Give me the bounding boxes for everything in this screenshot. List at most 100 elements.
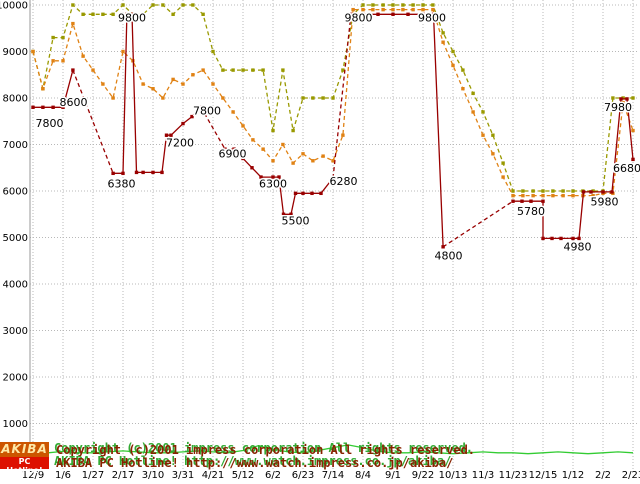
lowest-price-marker bbox=[431, 12, 436, 16]
data-point-label: 9800 bbox=[418, 12, 446, 25]
average-price-marker bbox=[211, 82, 215, 86]
highest-price-marker bbox=[551, 189, 555, 193]
average-price-marker bbox=[51, 59, 55, 63]
average-price-marker bbox=[501, 175, 505, 179]
average-price-marker bbox=[101, 82, 105, 86]
lowest-price-marker bbox=[571, 236, 575, 241]
data-point-label: 9800 bbox=[118, 12, 146, 25]
site-url-text[interactable]: AKIBA PC Hotline! http://www.watch.impre… bbox=[56, 456, 454, 470]
lowest-price-marker bbox=[190, 114, 194, 119]
lowest-price-line bbox=[332, 14, 352, 179]
highest-price-marker bbox=[441, 31, 445, 35]
average-price-marker bbox=[71, 21, 75, 26]
average-price-marker bbox=[471, 110, 475, 114]
y-axis-tick-label: 9000 bbox=[3, 47, 28, 58]
lowest-price-marker bbox=[151, 170, 155, 175]
lowest-price-marker bbox=[529, 199, 533, 203]
highest-price-marker bbox=[541, 189, 545, 193]
highest-price-marker bbox=[181, 3, 185, 7]
lowest-price-marker bbox=[589, 190, 593, 194]
lowest-price-marker bbox=[199, 105, 203, 109]
lowest-price-marker bbox=[520, 199, 524, 203]
data-point-label: 7200 bbox=[166, 137, 194, 150]
highest-price-marker bbox=[271, 128, 275, 133]
lowest-price-marker bbox=[331, 176, 335, 180]
average-price-marker bbox=[381, 7, 385, 12]
site-url-text-shadow: AKIBA PC Hotline! http://www.watch.impre… bbox=[54, 454, 452, 468]
data-point-label: 4800 bbox=[435, 250, 463, 263]
x-axis-tick-label: 10/13 bbox=[439, 470, 468, 480]
average-price-marker bbox=[321, 154, 325, 158]
highest-price-marker bbox=[311, 96, 315, 100]
average-price-marker bbox=[281, 142, 285, 147]
average-price-marker bbox=[311, 159, 315, 163]
average-price-marker bbox=[421, 7, 425, 12]
lowest-price-marker bbox=[406, 12, 410, 16]
x-axis-tick-label: 11/3 bbox=[472, 470, 494, 480]
x-axis-tick-label: 8/4 bbox=[355, 470, 371, 480]
highest-price-marker bbox=[501, 161, 505, 165]
average-price-marker bbox=[91, 68, 95, 72]
lowest-price-marker bbox=[111, 171, 115, 176]
highest-price-marker bbox=[371, 3, 375, 7]
lowest-price-marker bbox=[310, 191, 314, 196]
akiba-pc-hotline-logo[interactable]: AKIBA PC Hotline! bbox=[0, 442, 49, 475]
average-price-marker bbox=[461, 87, 465, 91]
x-axis-tick-label: 1/12 bbox=[562, 470, 584, 480]
lowest-price-marker bbox=[610, 190, 614, 194]
lowest-price-marker bbox=[223, 147, 227, 151]
highest-price-marker bbox=[411, 3, 415, 7]
lowest-price-marker bbox=[71, 68, 75, 72]
highest-price-marker bbox=[421, 3, 425, 7]
lowest-price-marker bbox=[277, 175, 281, 179]
x-axis-tick-label: 5/12 bbox=[232, 470, 254, 480]
y-axis-tick-label: 5000 bbox=[3, 233, 28, 244]
average-price-marker bbox=[351, 7, 355, 12]
highest-price-marker bbox=[451, 49, 455, 54]
lowest-price-marker bbox=[577, 236, 581, 241]
average-price-marker bbox=[221, 96, 225, 100]
lowest-price-marker bbox=[511, 199, 515, 203]
lowest-price-marker bbox=[134, 170, 139, 175]
average-price-marker bbox=[451, 63, 455, 68]
lowest-price-marker bbox=[160, 170, 164, 175]
lowest-price-marker bbox=[349, 12, 353, 16]
lowest-price-line bbox=[72, 69, 114, 174]
average-price-marker bbox=[591, 193, 595, 198]
average-price-marker bbox=[561, 193, 565, 198]
highest-price-marker bbox=[631, 96, 635, 100]
data-point-label: 5500 bbox=[282, 215, 310, 228]
average-price-marker bbox=[491, 152, 495, 156]
average-price-marker bbox=[411, 7, 415, 12]
average-price-marker bbox=[441, 40, 445, 44]
data-point-label: 9800 bbox=[345, 12, 373, 25]
highest-price-marker bbox=[561, 189, 565, 193]
average-price-marker bbox=[621, 100, 625, 105]
y-axis-tick-label: 7000 bbox=[3, 140, 28, 151]
highest-price-marker bbox=[231, 68, 235, 72]
akiba-logo-bottom-text: PC Hotline! bbox=[0, 457, 49, 475]
lowest-price-marker bbox=[421, 12, 425, 16]
highest-price-marker bbox=[171, 12, 175, 16]
x-axis-tick-label: 12/15 bbox=[529, 470, 558, 480]
average-price-marker bbox=[391, 7, 395, 12]
lowest-price-marker bbox=[250, 166, 254, 170]
x-axis-tick-label: 6/23 bbox=[292, 470, 314, 480]
highest-price-marker bbox=[61, 35, 65, 40]
average-price-marker bbox=[161, 96, 165, 100]
highest-price-marker bbox=[611, 96, 615, 100]
lowest-price-marker bbox=[241, 156, 245, 161]
average-price-marker bbox=[251, 138, 255, 142]
x-axis-tick-label: 2/23 bbox=[622, 470, 640, 480]
highest-price-marker bbox=[201, 12, 205, 16]
lowest-price-line bbox=[351, 13, 444, 247]
lowest-price-marker bbox=[141, 170, 145, 175]
lowest-price-marker bbox=[125, 12, 129, 16]
x-axis-tick-label: 11/23 bbox=[499, 470, 528, 480]
x-axis-tick-label: 2/2 bbox=[595, 470, 611, 480]
y-axis-tick-label: 6000 bbox=[3, 187, 28, 198]
copyright-text: Copyright (c)2001 impress corporation Al… bbox=[56, 443, 476, 457]
highest-price-marker bbox=[531, 189, 535, 193]
highest-price-marker bbox=[121, 3, 125, 7]
